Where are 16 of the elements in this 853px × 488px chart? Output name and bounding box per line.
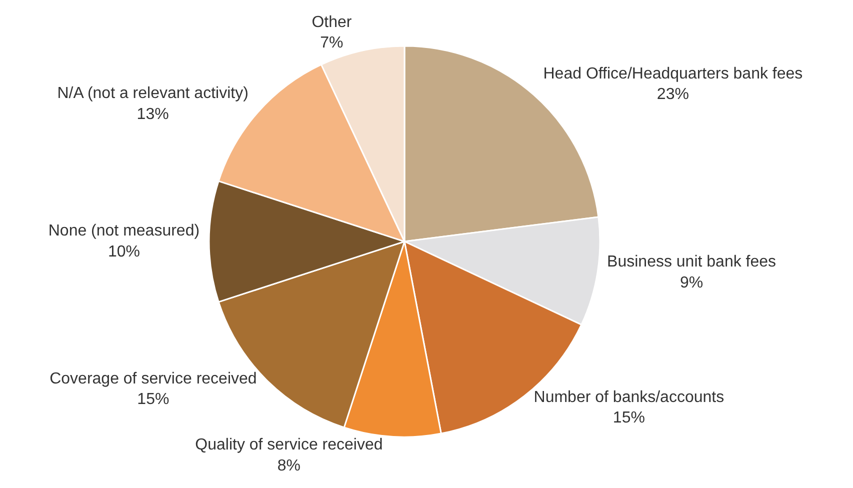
data-label: 15% [612,410,645,427]
slice-label: Quality of service received [195,436,383,454]
data-label: 15% [137,391,170,408]
slice-label: Coverage of service received [50,370,257,388]
slice-label: Number of banks/accounts [534,388,724,406]
slice-label: Head Office/Headquarters bank fees [543,65,803,82]
data-label: 23% [656,86,689,104]
data-label: 10% [108,243,140,260]
data-label: 9% [680,274,704,292]
slice-label: N/A (not a relevant activity) [57,85,248,102]
data-label: 13% [136,106,169,123]
data-label: 7% [320,34,344,52]
data-label: 8% [277,457,301,474]
slice-label: Business unit bank fees [607,254,776,271]
slice-label: Other [312,14,352,31]
slice-label: None (not measured) [48,222,200,240]
